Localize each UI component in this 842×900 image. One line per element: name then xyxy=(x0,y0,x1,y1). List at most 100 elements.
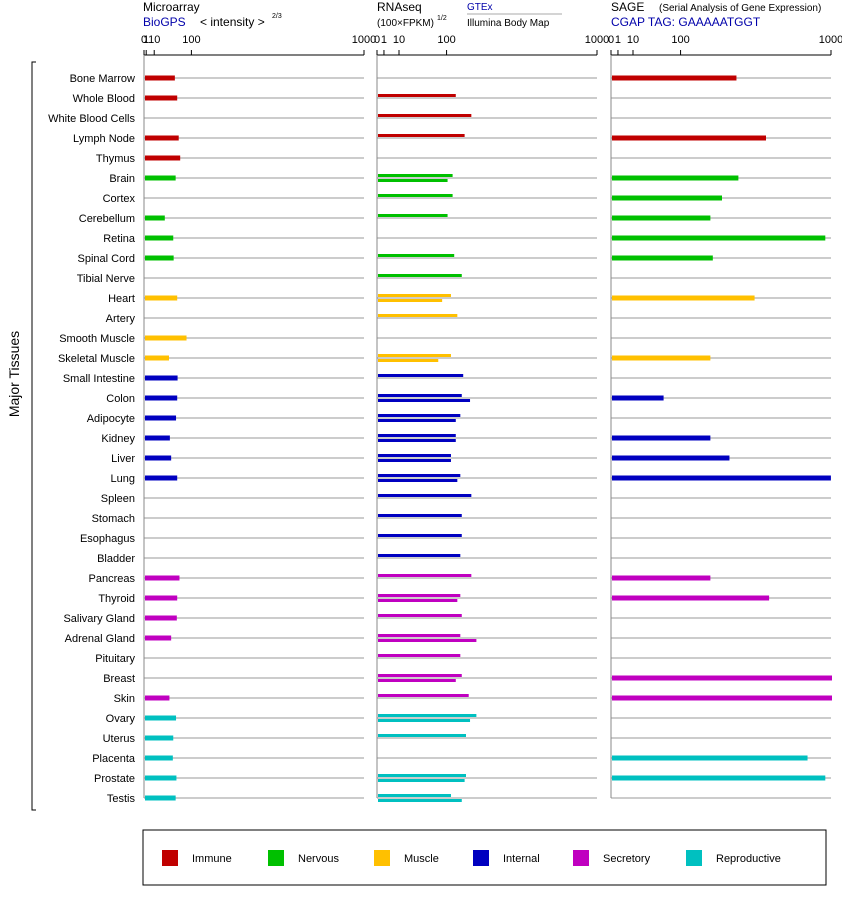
legend-swatch xyxy=(473,850,489,866)
rnaseq-bar xyxy=(378,414,461,417)
rnaseq-bar xyxy=(378,639,477,642)
microarray-bar xyxy=(145,435,170,441)
rnaseq-bar xyxy=(378,419,456,422)
rnaseq-bar xyxy=(378,134,465,137)
rnaseq-bar xyxy=(378,434,456,437)
tissue-label: Smooth Muscle xyxy=(59,333,135,345)
microarray-bar xyxy=(145,795,176,801)
microarray-bar xyxy=(145,215,165,221)
microarray-bar xyxy=(145,715,177,721)
rnaseq-scale-exponent: 1/2 xyxy=(437,15,447,22)
sage-header: SAGE (Serial Analysis of Gene Expression… xyxy=(611,0,821,29)
sage-title: SAGE xyxy=(611,0,644,14)
rnaseq-bar xyxy=(378,439,456,442)
rnaseq-bar xyxy=(378,494,472,497)
rnaseq-bar xyxy=(378,694,469,697)
rnaseq-bar xyxy=(378,374,464,377)
y-axis-label: Major Tissues xyxy=(6,331,22,417)
tissue-label: Spinal Cord xyxy=(78,253,135,265)
rows-layer: Bone Marrow Whole Blood White Blood Cells L… xyxy=(48,73,831,805)
tissue-label: Lung xyxy=(111,473,135,485)
tissue-label: Adipocyte xyxy=(87,413,135,425)
tissue-label: Skin xyxy=(114,693,135,705)
microarray-bar xyxy=(145,135,179,141)
microarray-title: Microarray xyxy=(143,0,200,14)
tissue-label: Esophagus xyxy=(80,533,136,545)
sage-source: CGAP TAG: GAAAAATGGT xyxy=(611,15,761,29)
microarray-bar xyxy=(145,235,174,241)
rnaseq-bar xyxy=(378,299,443,302)
microarray-tick-label: 100 xyxy=(182,34,200,46)
rnaseq-bar xyxy=(378,179,448,182)
microarray-bar xyxy=(145,475,178,481)
rnaseq-bar xyxy=(378,354,451,357)
rnaseq-tick-label: 1000 xyxy=(585,34,609,46)
rnaseq-bar xyxy=(378,654,461,657)
sage-bar xyxy=(612,135,766,141)
microarray-bar xyxy=(145,735,174,741)
microarray-bar xyxy=(145,375,178,381)
rnaseq-bar xyxy=(378,394,462,397)
microarray-bar xyxy=(145,695,170,701)
sage-bar xyxy=(612,355,711,361)
tissue-label: Thyroid xyxy=(98,593,135,605)
rnaseq-bar xyxy=(378,719,471,722)
rnaseq-tick-label: 1 xyxy=(381,34,387,46)
sage-bar xyxy=(612,695,832,701)
sage-bar xyxy=(612,75,737,81)
rnaseq-bar xyxy=(378,114,472,117)
rnaseq-tick-label: 10 xyxy=(393,34,405,46)
tissue-label: Prostate xyxy=(94,773,135,785)
rnaseq-bar xyxy=(378,294,451,297)
microarray-tick-label: 1 xyxy=(143,34,149,46)
rnaseq-bar xyxy=(378,254,455,257)
rnaseq-bar xyxy=(378,359,439,362)
microarray-bar xyxy=(145,335,187,341)
tissue-label: Colon xyxy=(106,393,135,405)
microarray-bar xyxy=(145,355,169,361)
rnaseq-source-bottom: Illumina Body Map xyxy=(467,18,550,29)
tissue-label: Kidney xyxy=(101,433,135,445)
legend-swatch xyxy=(162,850,178,866)
tissue-label: Bladder xyxy=(97,553,135,565)
y-axis-bracket xyxy=(31,61,36,811)
microarray-bar xyxy=(145,95,178,101)
rnaseq-bar xyxy=(378,274,462,277)
sage-bar xyxy=(612,255,713,261)
microarray-bar xyxy=(145,455,172,461)
legend-swatch xyxy=(686,850,702,866)
rnaseq-bar xyxy=(378,399,471,402)
tissue-label: Cortex xyxy=(103,193,136,205)
rnaseq-bar xyxy=(378,779,465,782)
microarray-scale-label: < intensity > xyxy=(200,15,265,29)
tissue-label: Tibial Nerve xyxy=(77,273,135,285)
microarray-bar xyxy=(145,175,176,181)
rnaseq-bar xyxy=(378,799,462,802)
tissue-label: Placenta xyxy=(92,753,136,765)
legend: Immune Nervous Muscle Internal Secretory Repr… xyxy=(162,850,781,866)
tissue-label: Whole Blood xyxy=(73,93,135,105)
tissue-label: Bone Marrow xyxy=(70,73,135,85)
rnaseq-bar xyxy=(378,679,456,682)
tissue-label: Lymph Node xyxy=(73,133,135,145)
tissue-label: Small Intestine xyxy=(63,373,135,385)
sage-bar xyxy=(612,595,770,601)
tissue-label: Breast xyxy=(103,673,135,685)
sage-bar xyxy=(612,175,739,181)
sage-panel: 0 1 10 100 1000 xyxy=(608,34,842,798)
legend-swatch xyxy=(268,850,284,866)
rnaseq-tick-label: 0 xyxy=(374,34,380,46)
sage-bar xyxy=(612,455,730,461)
rnaseq-bar xyxy=(378,594,461,597)
microarray-bar xyxy=(145,595,178,601)
legend-label: Internal xyxy=(503,853,540,865)
rnaseq-bar xyxy=(378,574,472,577)
tissue-label: Pituitary xyxy=(95,653,135,665)
tissue-label: Salivary Gland xyxy=(63,613,135,625)
tissue-label: Ovary xyxy=(106,713,136,725)
rnaseq-bar xyxy=(378,214,448,217)
sage-tick-label: 10 xyxy=(627,34,639,46)
microarray-source: BioGPS xyxy=(143,15,186,29)
